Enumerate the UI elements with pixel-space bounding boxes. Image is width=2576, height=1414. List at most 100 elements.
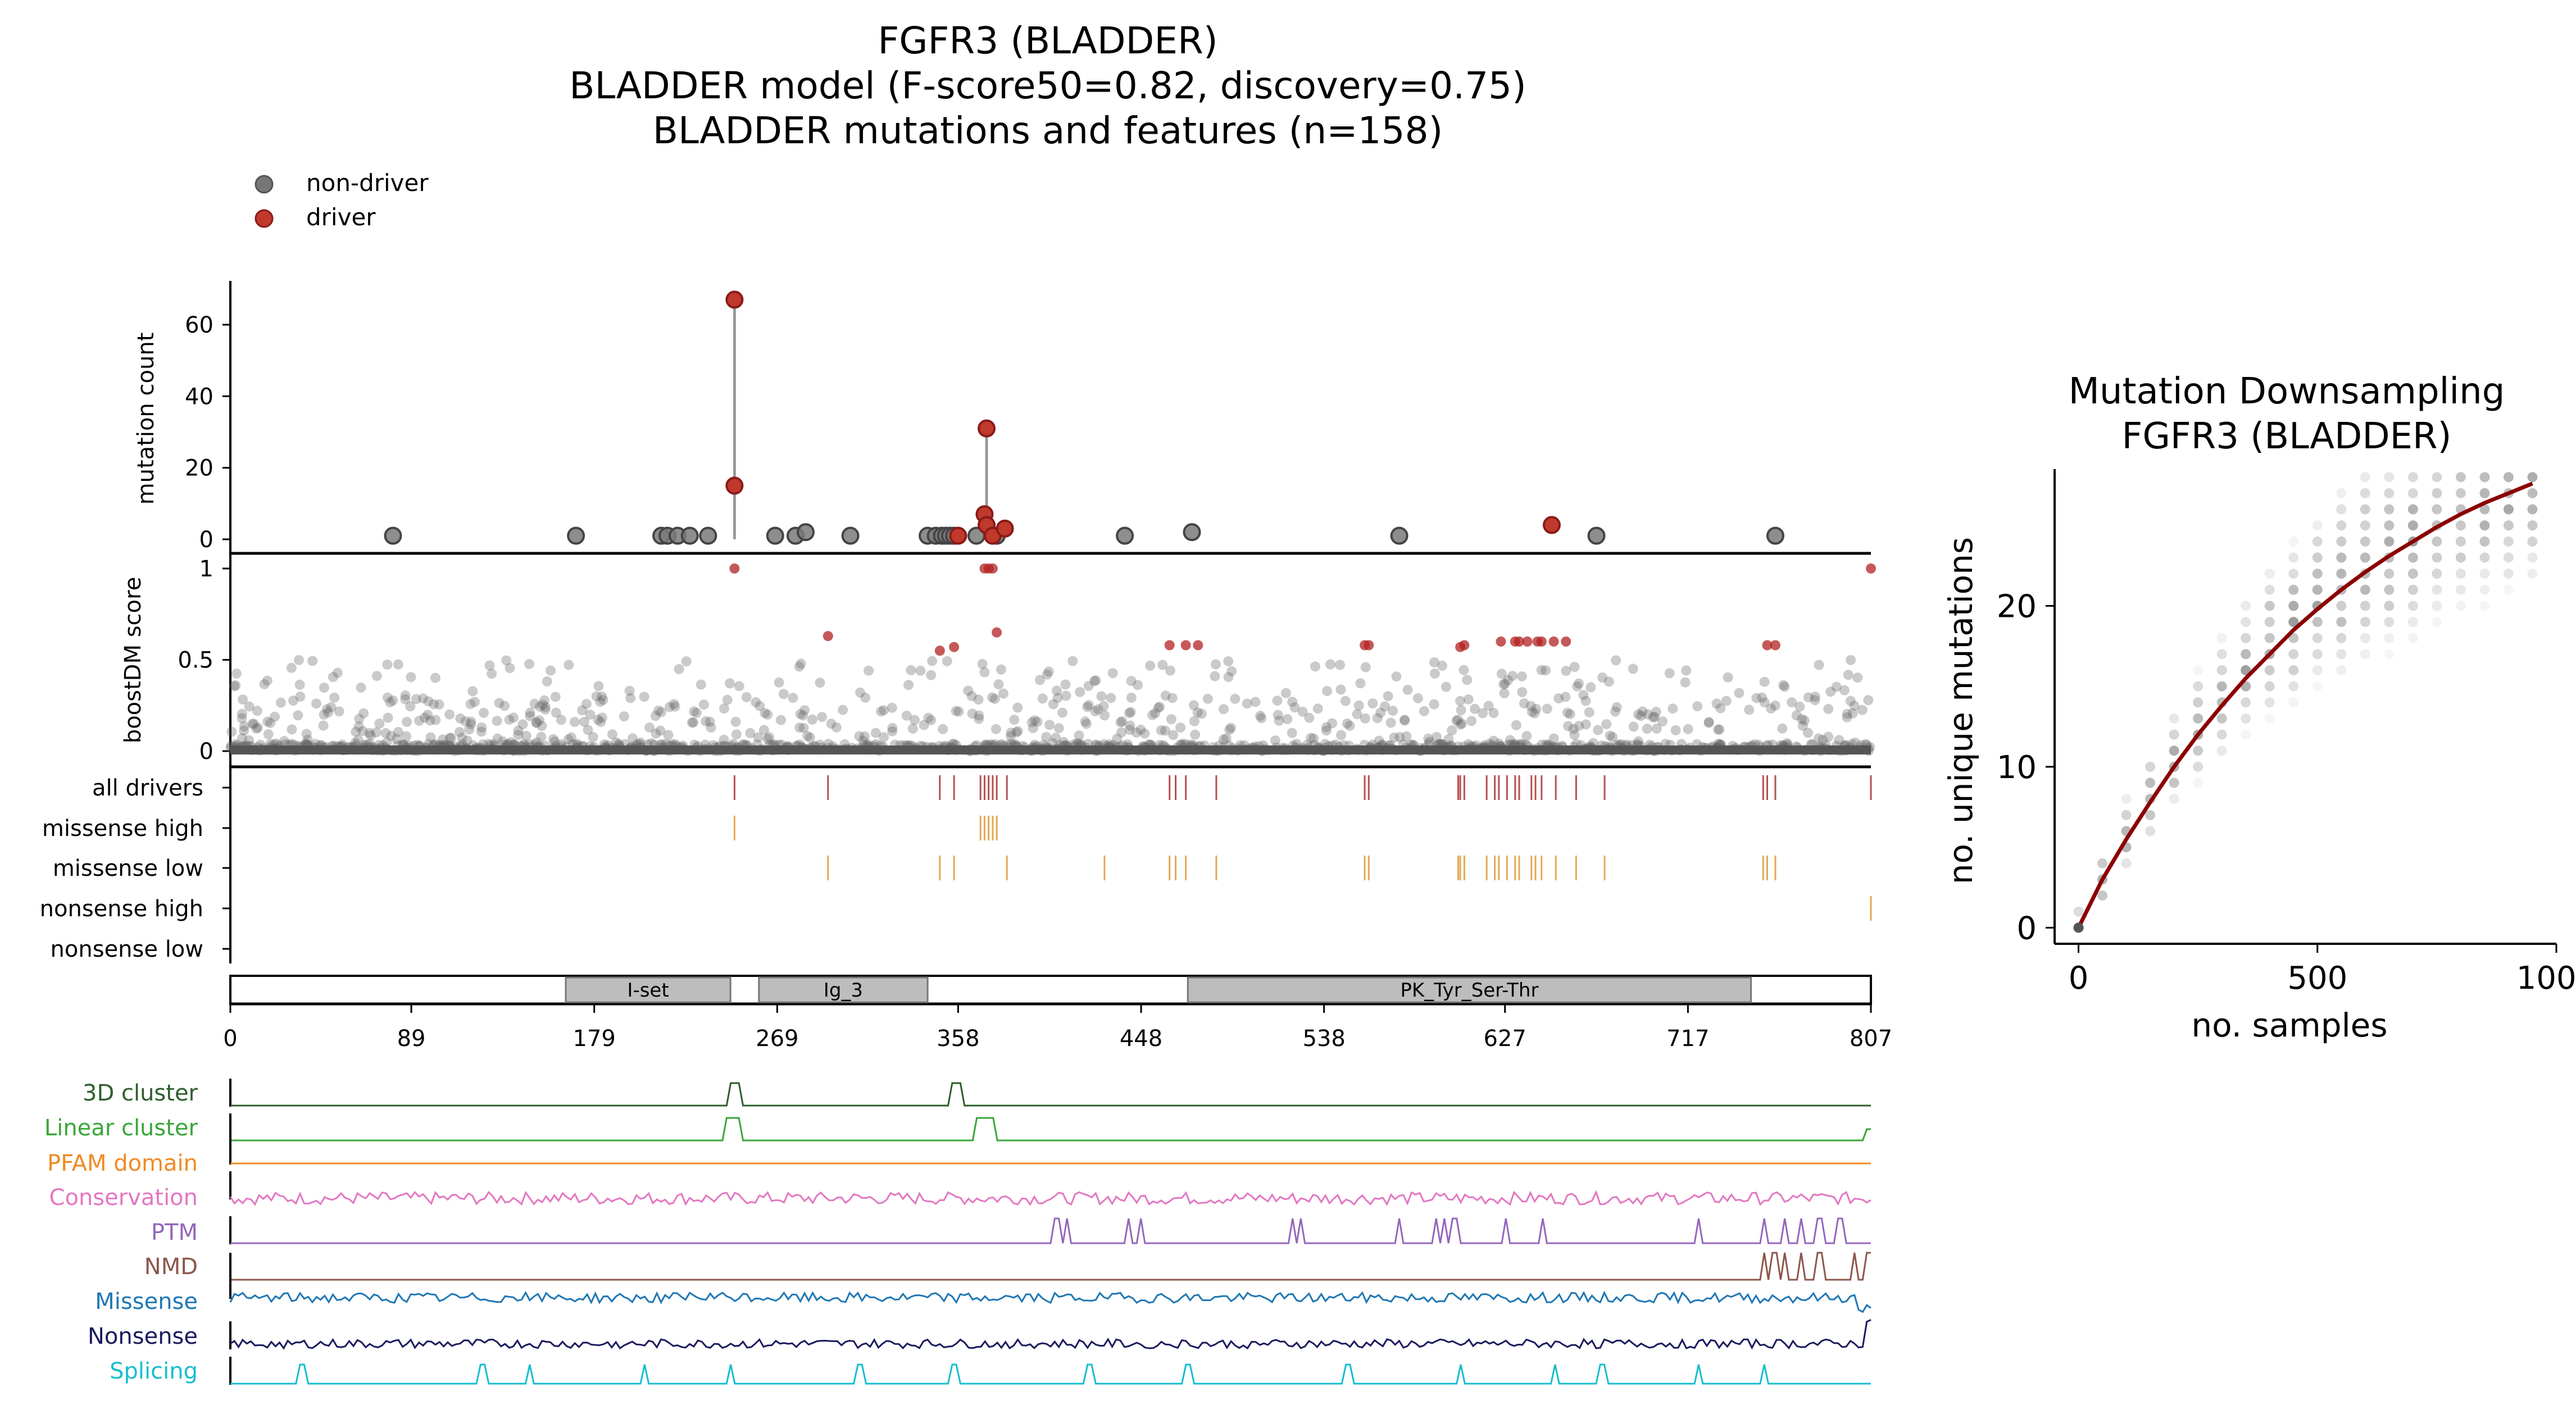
feature-label: Nonsense: [88, 1324, 198, 1349]
bd-nondriver-point: [462, 735, 473, 746]
bd-nondriver-point: [244, 735, 255, 745]
bd-nondriver-point: [1135, 724, 1146, 735]
bd-ytick-label: 0: [199, 739, 213, 765]
mc-ytick-label: 20: [185, 456, 213, 481]
bd-nondriver-point: [1385, 717, 1396, 728]
mc-nondriver-point: [1390, 526, 1409, 545]
bd-nondriver-point: [380, 728, 391, 739]
bd-driver-point: [1459, 640, 1470, 651]
bd-nondriver-point: [887, 722, 898, 733]
bd-nondriver-point: [466, 719, 476, 730]
ds-sample-point: [2503, 552, 2514, 563]
domain-label: Ig_3: [824, 979, 863, 1002]
ds-sample-point: [2121, 858, 2132, 869]
bd-nondriver-point: [1813, 733, 1824, 744]
bd-nondriver-point: [650, 711, 661, 721]
bd-nondriver-point: [1060, 679, 1071, 690]
bd-nondriver-point: [581, 699, 592, 710]
bd-nondriver-point: [585, 709, 596, 720]
bd-nondriver-point: [926, 670, 937, 680]
ds-sample-point: [2407, 633, 2418, 643]
bd-nondriver-point: [548, 734, 558, 744]
ds-sample-point: [2336, 601, 2347, 611]
bd-nondriver-point: [951, 706, 961, 716]
bd-nondriver-point: [579, 716, 589, 727]
bd-nondriver-point: [795, 708, 806, 719]
bd-driver-point: [1514, 636, 1525, 647]
bd-nondriver-point: [1270, 735, 1280, 746]
bd-nondriver-point: [1401, 731, 1412, 742]
bd-nondriver-point: [353, 721, 364, 732]
bd-nondriver-point: [1287, 697, 1298, 707]
bd-nondriver-point: [393, 726, 403, 737]
domain-label: PK_Tyr_Ser-Thr: [1400, 979, 1538, 1002]
bd-nondriver-point: [414, 715, 425, 726]
bd-nondriver-point: [356, 682, 366, 693]
bd-ytick-label: 1: [199, 556, 213, 582]
bd-nondriver-point: [1651, 724, 1662, 734]
bd-nondriver-point: [653, 705, 664, 716]
bd-nondriver-point: [364, 728, 375, 738]
bd-nondriver-point: [596, 717, 606, 728]
bd-nondriver-point: [1611, 702, 1622, 712]
bd-nondriver-point: [1133, 680, 1143, 690]
bd-nondriver-point: [1683, 724, 1693, 734]
bd-nondriver-point: [1093, 704, 1103, 715]
bd-nondriver-point: [876, 706, 887, 717]
bd-nondriver-point: [1009, 715, 1020, 725]
bd-nondriver-point: [864, 665, 874, 676]
bd-nondriver-point: [663, 730, 674, 740]
bd-nondriver-point: [1429, 657, 1439, 667]
bd-nondriver-point: [593, 681, 604, 692]
bd-nondriver-point: [855, 687, 866, 698]
domain-xtick-label: 0: [223, 1026, 237, 1052]
bd-nondriver-point: [1028, 723, 1038, 734]
ds-sample-point: [2288, 552, 2299, 563]
ds-sample-point: [2527, 536, 2538, 547]
bd-driver-point: [729, 563, 740, 574]
bd-nondriver-point: [546, 665, 556, 676]
bd-nondriver-point: [428, 699, 439, 710]
ds-sample-point: [2216, 729, 2227, 740]
bd-nondriver-point: [358, 708, 369, 719]
ds-sample-point: [2384, 472, 2395, 483]
bd-nondriver-point: [1327, 718, 1338, 729]
bd-nondriver-point: [1648, 712, 1659, 722]
bd-nondriver-point: [1574, 678, 1584, 689]
bd-nondriver-point: [1098, 701, 1109, 712]
feature-line: [230, 1117, 1871, 1142]
ds-sample-point: [2503, 504, 2514, 515]
bd-nondriver-point: [425, 715, 435, 726]
ds-sample-point: [2264, 713, 2275, 724]
ds-sample-point: [2455, 488, 2466, 498]
ds-sample-point: [2241, 617, 2251, 628]
ds-sample-point: [2479, 601, 2490, 611]
bd-nondriver-point: [1499, 688, 1510, 699]
bd-nondriver-point: [656, 707, 666, 717]
ds-sample-point: [2121, 794, 2132, 804]
bd-nondriver-point: [1334, 660, 1345, 670]
ds-sample-point: [2288, 569, 2299, 579]
bd-nondriver-point: [1498, 679, 1509, 690]
bd-nondriver-point: [430, 715, 441, 725]
ds-sample-point: [2241, 601, 2251, 611]
bd-nondriver-point: [1083, 680, 1094, 691]
bd-nondriver-point: [1542, 703, 1552, 714]
bd-nondriver-point: [513, 725, 524, 736]
bd-nondriver-point: [417, 693, 428, 704]
ds-sample-point: [2264, 697, 2275, 708]
bd-nondriver-point: [1157, 660, 1168, 670]
bd-nondriver-point: [569, 717, 580, 728]
ds-sample-point: [2288, 617, 2299, 628]
bd-nondriver-point: [598, 694, 608, 705]
ds-sample-point: [2407, 472, 2418, 483]
bd-nondriver-point: [460, 716, 471, 727]
mc-nondriver-point: [699, 526, 717, 545]
mc-ytick-label: 0: [199, 527, 213, 553]
bd-nondriver-point: [247, 719, 258, 729]
bd-nondriver-point: [764, 732, 774, 743]
bd-nondriver-point: [494, 698, 505, 708]
bd-nondriver-point: [1568, 724, 1579, 734]
bd-nondriver-point: [1309, 733, 1319, 744]
bd-nondriver-point: [731, 729, 742, 740]
